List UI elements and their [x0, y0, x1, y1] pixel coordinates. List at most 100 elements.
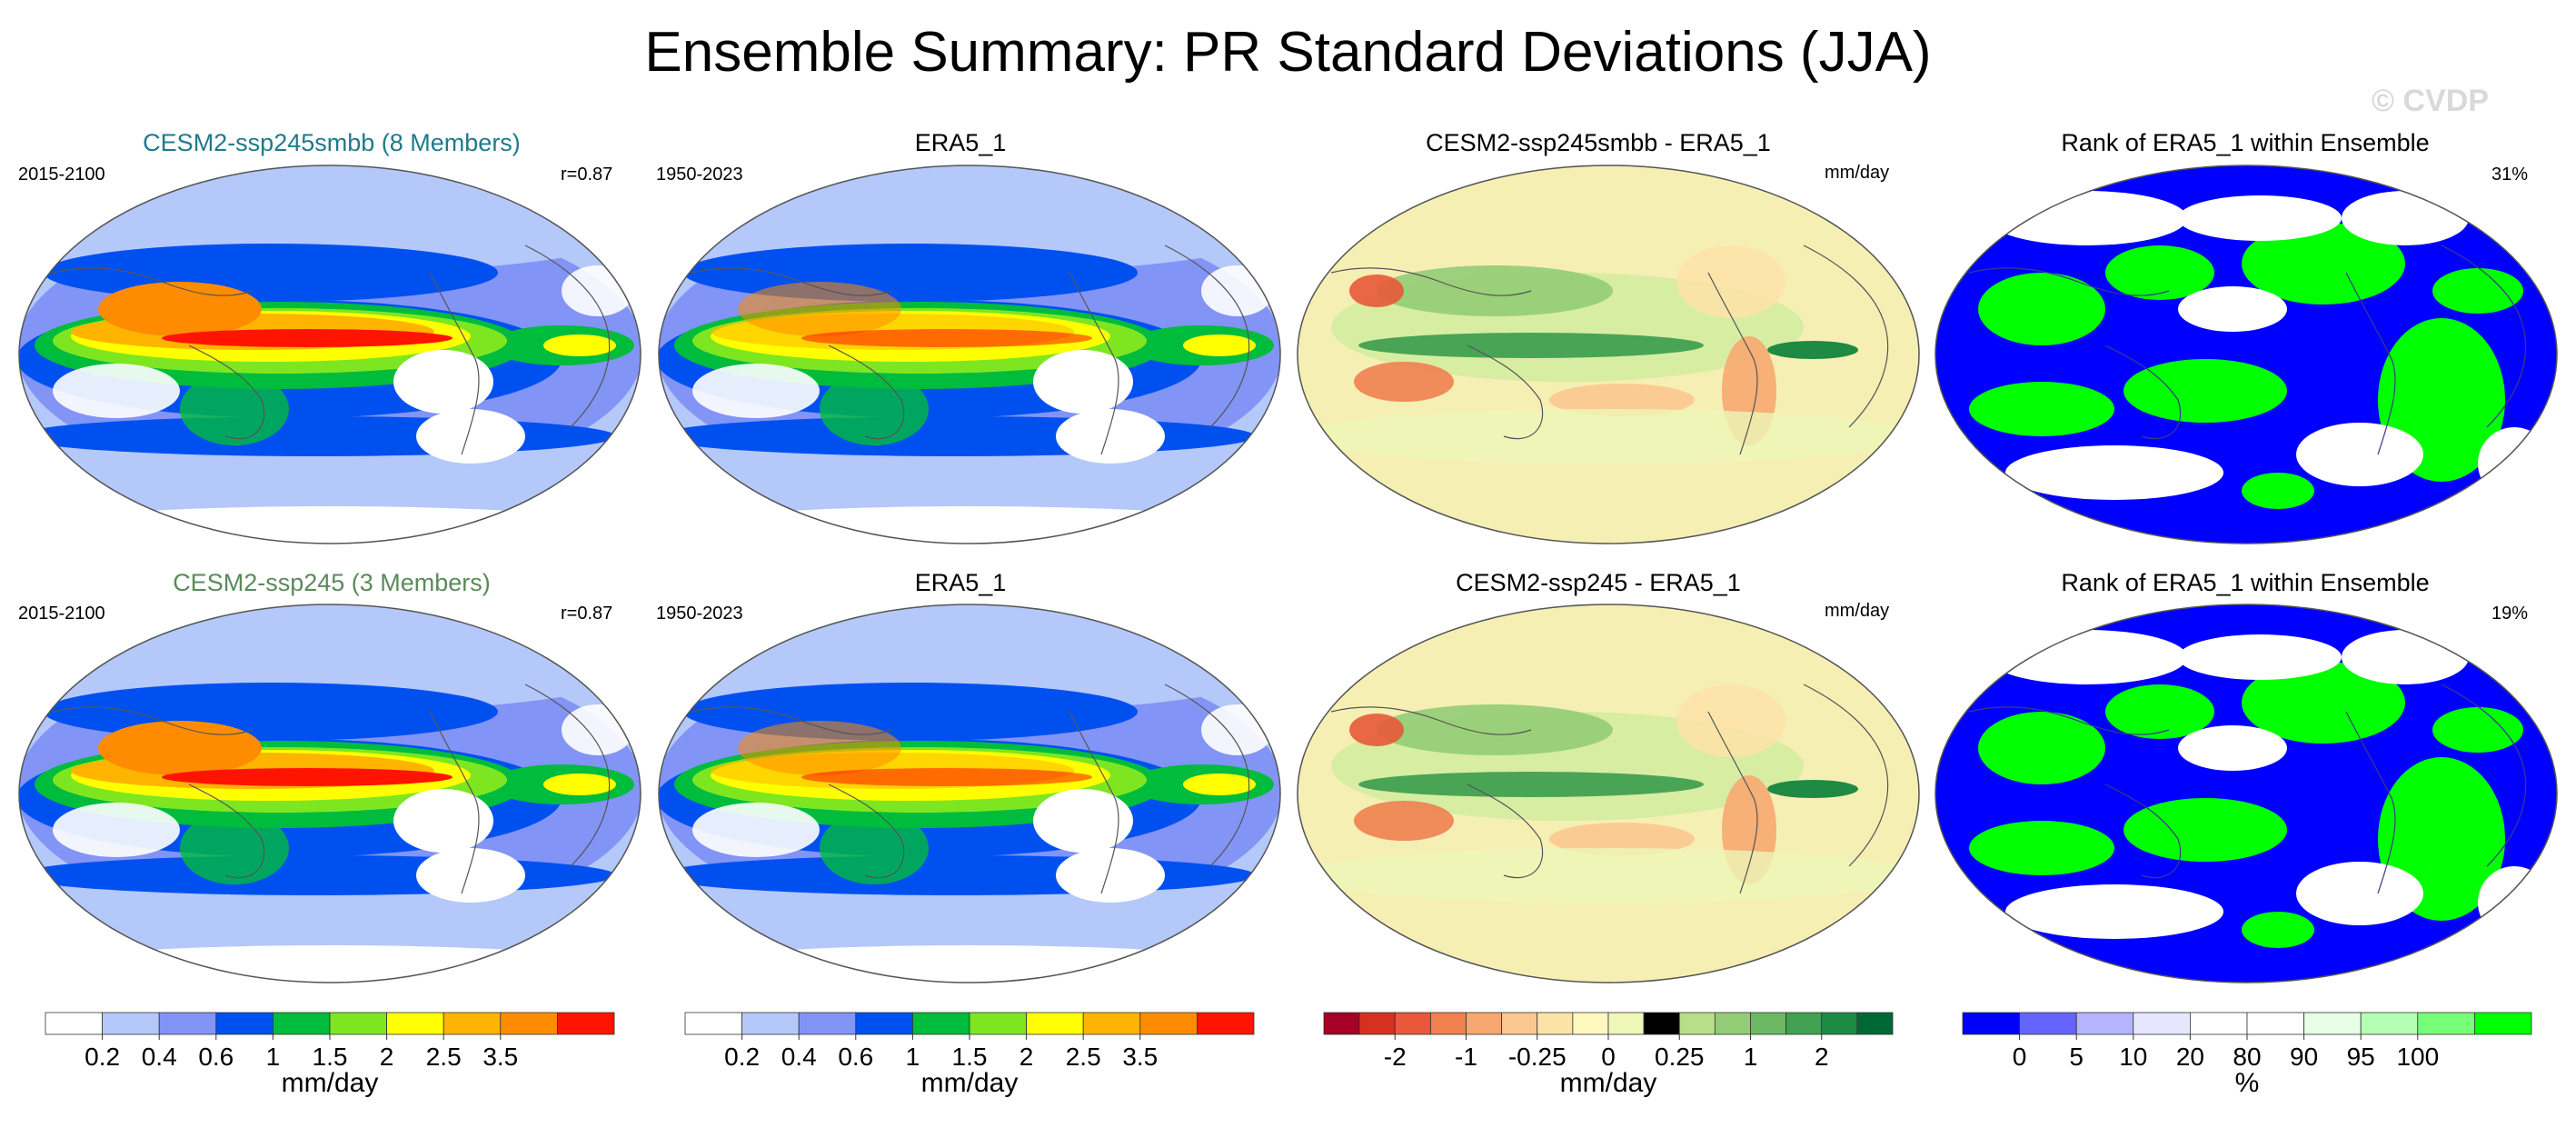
field-dry-eastpac	[393, 789, 493, 853]
field-itcz-red	[162, 329, 453, 347]
map-outline	[658, 604, 1281, 983]
panel-title-r0c1: ERA5_1	[914, 129, 1007, 156]
field-dry-sa	[416, 409, 525, 464]
rank-green-1	[2105, 684, 2214, 739]
rank-green-6	[2432, 268, 2523, 314]
colorbar-std-1: 0.2 0.4 0.6 1 1.5 2 2.5 3.5	[45, 1012, 615, 1071]
rank-white-0	[1987, 630, 2187, 684]
coast-africa	[2441, 684, 2527, 867]
field-antarctic	[659, 506, 1280, 544]
colorbar-box-2	[2075, 1012, 2134, 1035]
colorbar-label-1: 0.4	[142, 1043, 177, 1071]
field-southern	[1298, 848, 1919, 903]
colorbar-label-3: 0	[1601, 1043, 1616, 1071]
coast-americas	[429, 272, 480, 455]
coast-asia	[52, 706, 254, 735]
colorbar-label-2: -0.25	[1508, 1043, 1566, 1071]
coast-americas	[2345, 272, 2396, 455]
colorbar-box-2	[1394, 1012, 1431, 1035]
coast-maritime	[2104, 344, 2182, 440]
field-spcz-dry	[1549, 384, 1695, 416]
colorbar-box-8	[2417, 1012, 2475, 1035]
colorbar-box-6	[386, 1012, 444, 1035]
coast-africa	[1803, 684, 1889, 867]
colorbar-units-diff: mm/day	[1559, 1068, 1657, 1098]
panel-title-r1c2: CESM2-ssp245 - ERA5_1	[1456, 569, 1741, 596]
colorbar-box-15	[1856, 1012, 1894, 1035]
coast-africa	[1803, 245, 1889, 428]
colorbar-box-7	[443, 1012, 502, 1035]
field-itcz-red	[801, 768, 1092, 786]
colorbar-box-2	[798, 1012, 857, 1035]
map-field	[659, 165, 1280, 544]
field-india	[1349, 275, 1404, 307]
colorbar-box-0	[1962, 1012, 2020, 1035]
rank-green-7	[2242, 473, 2314, 509]
coast-americas	[1069, 711, 1119, 894]
coast-asia	[691, 267, 893, 296]
colorbar-label-3: 1	[266, 1043, 281, 1071]
field-itcz-red	[162, 768, 453, 786]
field-nwpac	[1377, 704, 1613, 755]
panel-corr-r1c0: r=0.87	[561, 604, 613, 624]
coast-africa	[1164, 245, 1250, 428]
map-r1c3	[1934, 604, 2558, 983]
colorbar-box-9	[1643, 1012, 1680, 1035]
field-spcz-dry	[1549, 823, 1695, 855]
field-dry-eastpac	[393, 350, 493, 414]
field-dry-sa	[416, 848, 525, 903]
colorbar-box-3	[215, 1012, 274, 1035]
colorbar-units-std-2: mm/day	[920, 1068, 1019, 1098]
map-outline	[18, 165, 642, 544]
rank-green-0	[1978, 273, 2105, 345]
rank-white-2	[2342, 630, 2469, 684]
rank-green-6	[2432, 707, 2523, 753]
colorbar-label-5: 1	[1744, 1043, 1758, 1071]
map-field	[19, 604, 641, 983]
rank-green-0	[1978, 712, 2105, 784]
colorbar-box-10	[1678, 1012, 1716, 1035]
colorbar-box-2	[158, 1012, 217, 1035]
map-outline	[1934, 604, 2558, 983]
colorbar-box-12	[1750, 1012, 1787, 1035]
rank-green-4	[1969, 382, 2114, 436]
coast-americas	[2345, 711, 2396, 894]
coast-asia	[1330, 706, 1532, 735]
field-dry-sa	[1056, 409, 1165, 464]
colorbar-box-5	[329, 1012, 387, 1035]
coast-africa	[524, 245, 611, 428]
colorbar-label-4: 80	[2233, 1043, 2261, 1071]
map-r1c2	[1297, 604, 1920, 983]
field-antarctic	[19, 945, 641, 983]
map-field	[19, 165, 641, 544]
colorbar-diff: -2 -1 -0.25 0 0.25 1 2	[1323, 1012, 1894, 1071]
colorbar-label-5: 2	[380, 1043, 394, 1071]
map-r0c3	[1934, 165, 2558, 544]
coast-maritime	[1467, 344, 1544, 440]
field-itcz-bias	[1358, 333, 1704, 358]
panel-title-r1c1: ERA5_1	[914, 569, 1007, 596]
rank-green-2	[2242, 223, 2405, 304]
panel-title-r0c3: Rank of ERA5_1 within Ensemble	[2061, 129, 2430, 156]
map-field	[1935, 165, 2557, 544]
colorbar-box-4	[911, 1012, 970, 1035]
map-field	[1935, 604, 2557, 983]
colorbar-label-7: 3.5	[482, 1043, 518, 1071]
colorbar-box-8	[1139, 1012, 1198, 1035]
colorbar-label-2: 0.6	[838, 1043, 873, 1071]
coast-maritime	[1467, 784, 1544, 879]
field-atlantic-yellow	[1183, 334, 1256, 356]
field-india	[1349, 714, 1404, 746]
map-r0c1	[658, 165, 1281, 544]
colorbar-label-2: 0.6	[198, 1043, 234, 1071]
rank-white-6	[2478, 427, 2551, 500]
field-indian-dry	[1354, 801, 1454, 841]
map-field	[1298, 165, 1919, 544]
panel-years-r1c1: 1950-2023	[656, 604, 743, 624]
field-dry-sahara	[562, 704, 634, 755]
rank-white-2	[2342, 191, 2469, 245]
field-storm-track	[659, 416, 1256, 456]
field-monsoon	[98, 282, 262, 336]
field-dry-eastpac	[1033, 789, 1133, 853]
colorbar-box-9	[557, 1012, 615, 1035]
